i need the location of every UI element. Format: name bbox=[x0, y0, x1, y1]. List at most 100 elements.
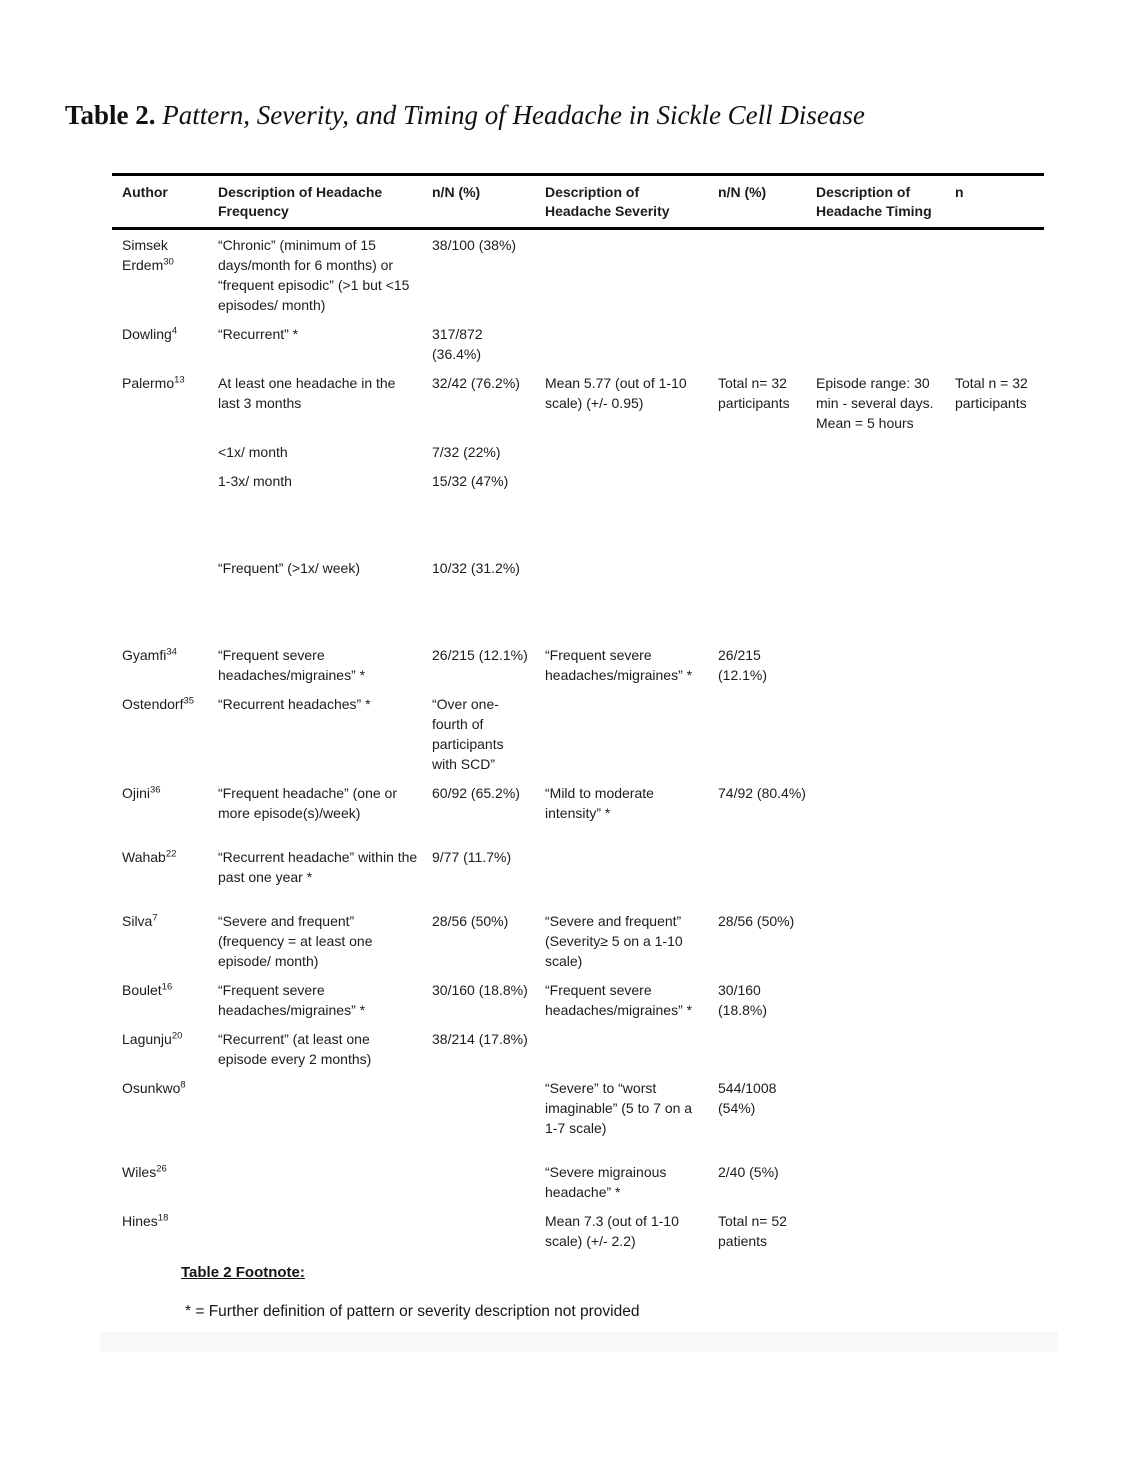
table-body: Simsek Erdem30 “Chronic” (minimum of 15 d… bbox=[112, 229, 1044, 1256]
timing-cell bbox=[816, 466, 955, 495]
sev-nn-cell bbox=[718, 319, 816, 368]
timing-cell bbox=[816, 827, 955, 891]
table-row: Gyamfi34 “Frequent severe headaches/migra… bbox=[112, 640, 1044, 689]
author-cell: Ojini36 bbox=[122, 784, 161, 801]
table-title: Table 2. Pattern, Severity, and Timing o… bbox=[65, 100, 865, 131]
column-header-severity-nn: n/N (%) bbox=[718, 174, 816, 230]
column-header-n: n bbox=[955, 174, 1044, 230]
sev-cell: “Mild to moderate intensity” * bbox=[545, 785, 654, 821]
freq-cell: “Frequent” (>1x/ week) bbox=[218, 560, 360, 576]
n-cell bbox=[955, 640, 1044, 689]
page-edge-shading bbox=[100, 1332, 1058, 1352]
sev-nn-cell bbox=[718, 689, 816, 778]
reference-superscript: 30 bbox=[163, 256, 174, 268]
spacer-row bbox=[112, 582, 1044, 640]
table-row: Wahab22 “Recurrent headache” within the p… bbox=[112, 827, 1044, 891]
table-title-text: Pattern, Severity, and Timing of Headach… bbox=[162, 100, 865, 130]
sev-cell: “Frequent severe headaches/migraines” * bbox=[545, 982, 693, 1018]
footnote-text: * = Further definition of pattern or sev… bbox=[185, 1303, 640, 1320]
table-row: Osunkwo8 “Severe” to “worst imaginable” (… bbox=[112, 1073, 1044, 1142]
author-cell: Osunkwo8 bbox=[122, 1079, 186, 1096]
table-row: 1-3x/ month 15/32 (47%) bbox=[112, 466, 1044, 495]
table-row: Boulet16 “Frequent severe headaches/migra… bbox=[112, 975, 1044, 1024]
reference-superscript: 35 bbox=[183, 695, 195, 707]
timing-cell bbox=[816, 1024, 955, 1073]
timing-cell bbox=[816, 1142, 955, 1206]
freq-nn-cell: 28/56 (50%) bbox=[432, 913, 509, 929]
n-cell bbox=[955, 975, 1044, 1024]
freq-nn-cell: 7/32 (22%) bbox=[432, 444, 501, 460]
freq-nn-cell: 26/215 (12.1%) bbox=[432, 647, 528, 663]
reference-superscript: 16 bbox=[161, 981, 173, 993]
timing-cell bbox=[816, 553, 955, 582]
freq-nn-cell: 317/872 (36.4%) bbox=[432, 326, 483, 362]
reference-superscript: 22 bbox=[165, 848, 177, 860]
timing-cell bbox=[816, 1206, 955, 1255]
table-row: Silva7 “Severe and frequent” (frequency =… bbox=[112, 891, 1044, 975]
table-row: Dowling4 “Recurrent” * 317/872 (36.4%) bbox=[112, 319, 1044, 368]
sev-cell bbox=[545, 827, 718, 891]
table-row: <1x/ month 7/32 (22%) bbox=[112, 437, 1044, 466]
author-cell: Silva7 bbox=[122, 912, 158, 929]
n-cell bbox=[955, 229, 1044, 320]
spacer-row bbox=[112, 495, 1044, 553]
freq-nn-cell: “Over one-fourth of participants with SC… bbox=[432, 696, 504, 772]
sev-nn-cell bbox=[718, 466, 816, 495]
sev-nn-cell: 74/92 (80.4%) bbox=[718, 785, 806, 801]
freq-cell: 1-3x/ month bbox=[218, 473, 292, 489]
author-cell: Dowling4 bbox=[122, 325, 178, 342]
freq-cell: <1x/ month bbox=[218, 444, 288, 460]
headache-table: Author Description of Headache Frequency… bbox=[112, 173, 1044, 1255]
sev-cell: Mean 5.77 (out of 1-10 scale) (+/- 0.95) bbox=[545, 375, 687, 411]
sev-cell bbox=[545, 553, 718, 582]
n-cell bbox=[955, 778, 1044, 827]
table-header: Author Description of Headache Frequency… bbox=[112, 174, 1044, 230]
column-header-frequency: Description of Headache Frequency bbox=[218, 174, 432, 230]
n-cell bbox=[955, 689, 1044, 778]
reference-superscript: 26 bbox=[156, 1163, 167, 1175]
sev-nn-cell bbox=[718, 827, 816, 891]
table-row: Simsek Erdem30 “Chronic” (minimum of 15 d… bbox=[112, 229, 1044, 320]
author-cell: Ostendorf35 bbox=[122, 695, 195, 712]
freq-nn-cell bbox=[432, 1206, 545, 1255]
freq-nn-cell: 32/42 (76.2%) bbox=[432, 375, 520, 391]
freq-cell: “Recurrent” (at least one episode every … bbox=[218, 1031, 372, 1067]
column-header-severity: Description of Headache Severity bbox=[545, 174, 718, 230]
author-cell: Simsek Erdem30 bbox=[122, 237, 174, 273]
spacer-cell bbox=[112, 495, 1044, 553]
freq-nn-cell: 9/77 (11.7%) bbox=[432, 849, 512, 865]
sev-nn-cell: 30/160 (18.8%) bbox=[718, 982, 768, 1018]
freq-cell: “Recurrent headache” within the past one… bbox=[218, 849, 418, 885]
freq-nn-cell: 60/92 (65.2%) bbox=[432, 785, 520, 801]
freq-cell bbox=[218, 1142, 432, 1206]
freq-nn-cell: 38/100 (38%) bbox=[432, 237, 517, 253]
freq-cell bbox=[218, 1206, 432, 1255]
author-cell: Hines18 bbox=[122, 1212, 169, 1229]
n-cell: Total n = 32 participants bbox=[955, 375, 1028, 411]
n-cell bbox=[955, 1142, 1044, 1206]
n-cell bbox=[955, 553, 1044, 582]
sev-nn-cell bbox=[718, 437, 816, 466]
freq-cell: “Chronic” (minimum of 15 days/month for … bbox=[218, 237, 410, 313]
author-cell bbox=[112, 553, 218, 582]
freq-cell: “Recurrent headaches” * bbox=[218, 696, 371, 712]
freq-nn-cell: 15/32 (47%) bbox=[432, 473, 509, 489]
timing-cell bbox=[816, 975, 955, 1024]
table-title-label: Table 2. bbox=[65, 100, 156, 130]
table-row: Palermo13 At least one headache in the la… bbox=[112, 368, 1044, 437]
sev-cell bbox=[545, 229, 718, 320]
table-row: Hines18 Mean 7.3 (out of 1-10 scale) (+/-… bbox=[112, 1206, 1044, 1255]
sev-cell bbox=[545, 689, 718, 778]
n-cell bbox=[955, 827, 1044, 891]
n-cell bbox=[955, 437, 1044, 466]
timing-cell bbox=[816, 319, 955, 368]
freq-cell: At least one headache in the last 3 mont… bbox=[218, 375, 396, 411]
author-cell: Boulet16 bbox=[122, 981, 173, 998]
freq-cell: “Frequent severe headaches/migraines” * bbox=[218, 647, 366, 683]
reference-superscript: 8 bbox=[180, 1079, 186, 1091]
column-header-frequency-nn: n/N (%) bbox=[432, 174, 545, 230]
freq-nn-cell bbox=[432, 1073, 545, 1142]
sev-cell: “Severe migrainous headache” * bbox=[545, 1164, 667, 1200]
table-row: Ostendorf35 “Recurrent headaches” * “Over … bbox=[112, 689, 1044, 778]
